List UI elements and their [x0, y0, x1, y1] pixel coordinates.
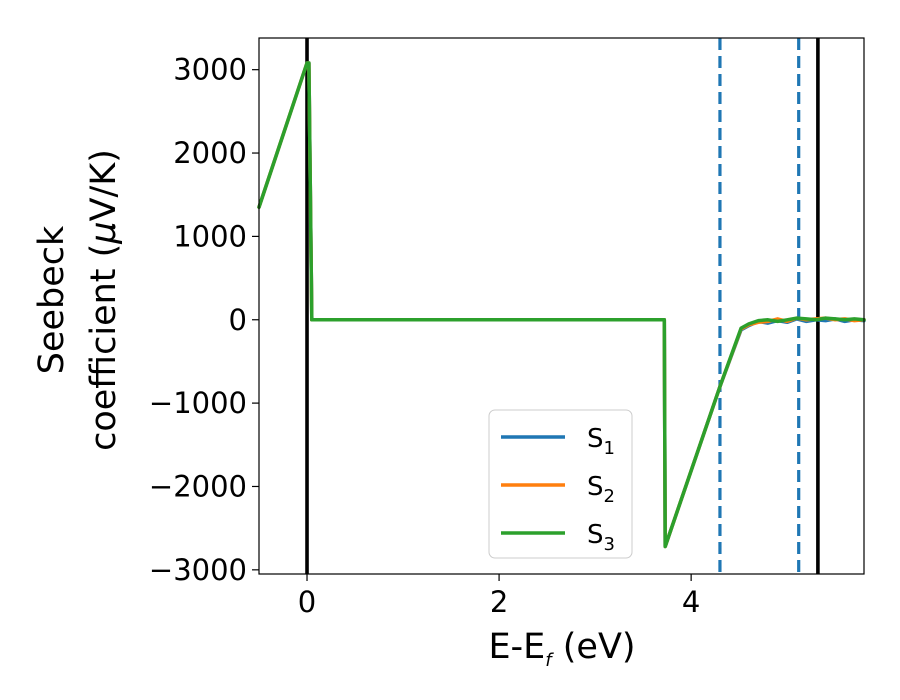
legend: S1 S2 S3: [488, 409, 633, 559]
y-axis-label: Seebeck coefficient (μV/K): [32, 149, 124, 451]
x-axis-label: E-Ef (eV): [488, 627, 635, 671]
series-line-s3: [257, 61, 866, 549]
x-tick-label: 0: [298, 585, 316, 619]
legend-label-s2: S2: [587, 472, 615, 507]
plot-frame: [258, 37, 865, 575]
y-tick-label: −2000: [149, 469, 247, 503]
y-tick-label: 0: [229, 303, 247, 337]
vertical-reference-lines: [305, 38, 820, 574]
x-tick-label: 2: [490, 585, 508, 619]
y-tick-label: 3000: [173, 53, 247, 87]
x-axis-ticks: 0 2 4: [298, 574, 700, 619]
y-tick-label: −1000: [149, 386, 247, 420]
x-tick-label: 4: [682, 585, 700, 619]
y-axis-label-line1: Seebeck: [32, 225, 72, 374]
y-tick-label: −3000: [149, 553, 247, 587]
legend-label-s1: S1: [587, 424, 615, 459]
legend-label-s3: S3: [587, 520, 615, 555]
y-tick-label: 1000: [173, 219, 247, 253]
y-axis-ticks: −3000 −2000 −1000 0 1000 2000 3000: [149, 53, 259, 587]
series-lines: [257, 61, 866, 549]
y-axis-label-line2: coefficient (μV/K): [84, 149, 124, 451]
y-tick-label: 2000: [173, 136, 247, 170]
